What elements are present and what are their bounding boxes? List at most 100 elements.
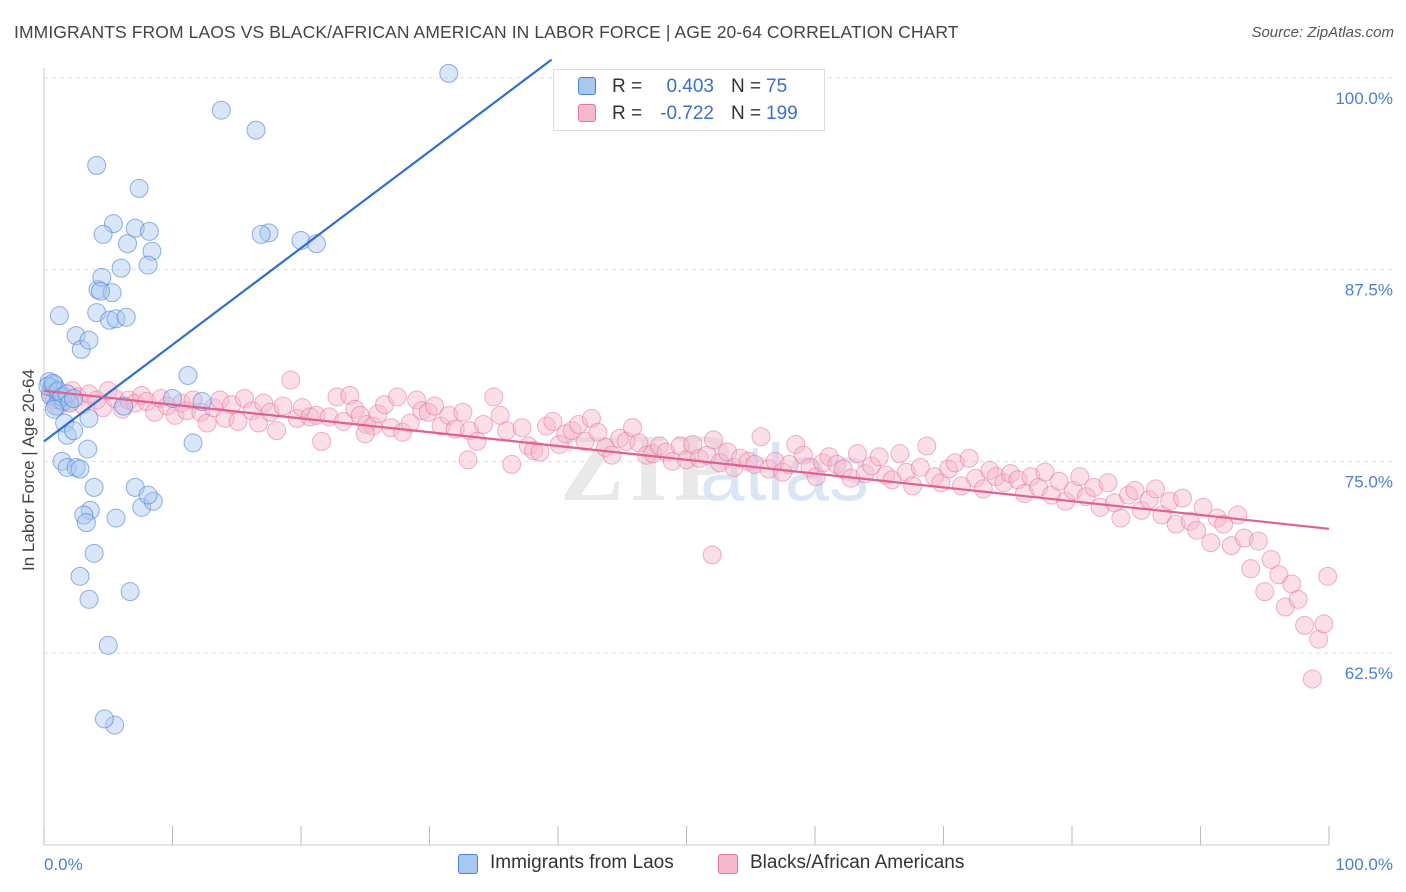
data-point-blacks (1248, 531, 1268, 551)
data-point-blacks (869, 447, 889, 467)
data-point-blacks (234, 388, 254, 408)
data-point-laos (138, 255, 158, 275)
data-point-blacks (1146, 479, 1166, 499)
data-point-laos (87, 155, 107, 175)
data-point-blacks (1318, 566, 1338, 586)
data-point-blacks (1201, 533, 1221, 553)
data-point-laos (183, 433, 203, 453)
data-point-blacks (1314, 614, 1334, 634)
series-blacks-points (40, 370, 1338, 689)
data-point-laos (106, 309, 126, 329)
r-value: 0.403 (666, 76, 714, 97)
data-point-laos (93, 224, 113, 244)
data-point-blacks (779, 454, 799, 474)
data-point-laos (143, 491, 163, 511)
data-point-blacks (387, 387, 407, 407)
data-point-laos (92, 267, 112, 287)
data-point-laos (116, 307, 136, 327)
data-point-laos (44, 375, 64, 395)
laos-swatch-icon (578, 77, 596, 95)
data-point-blacks (1014, 484, 1034, 504)
data-point-blacks (745, 454, 765, 474)
data-point-blacks (724, 457, 744, 477)
data-point-blacks (1166, 514, 1186, 534)
data-point-blacks (1049, 471, 1069, 491)
data-point-blacks (1269, 565, 1289, 585)
data-point-blacks (1000, 464, 1020, 484)
data-point-blacks (1302, 669, 1322, 689)
data-point-blacks (524, 441, 544, 461)
data-point-blacks (569, 415, 589, 435)
trend-lines (43, 58, 1330, 530)
data-point-blacks (1160, 491, 1180, 511)
data-point-blacks (890, 444, 910, 464)
data-point-blacks (281, 370, 301, 390)
x-tick-label: 100.0% (1335, 855, 1393, 874)
data-point-blacks (1180, 511, 1200, 531)
y-tick-labels: 62.5% 75.0% 87.5% 100.0% (1335, 89, 1393, 683)
n-value: 75 (766, 76, 788, 97)
data-point-blacks (1214, 514, 1234, 534)
source-label: Source: ZipAtlas.com (1251, 24, 1394, 41)
data-point-laos (78, 439, 98, 459)
data-point-laos (64, 388, 84, 408)
y-axis-label: In Labor Force | Age 20-64 (19, 369, 38, 571)
data-point-laos (52, 451, 72, 471)
data-point-blacks (1288, 589, 1308, 609)
data-point-blacks (917, 436, 937, 456)
data-point-blacks (222, 395, 242, 415)
data-point-laos (139, 221, 159, 241)
data-point-blacks (300, 407, 320, 427)
data-point-blacks (945, 453, 965, 473)
data-point-blacks (1084, 477, 1104, 497)
data-point-blacks (1261, 549, 1281, 569)
stats-legend: R = 0.403 N = 75 R = -0.722 N = 199 (553, 69, 825, 131)
data-point-blacks (165, 405, 185, 425)
data-point-laos (44, 399, 64, 419)
series-legend: Immigrants from Laos Blacks/African Amer… (0, 852, 1406, 878)
data-point-laos (259, 223, 279, 243)
data-point-blacks (497, 421, 517, 441)
data-point-laos (105, 715, 125, 735)
data-point-blacks (751, 427, 771, 447)
data-point-blacks (602, 445, 622, 465)
data-point-blacks (355, 424, 375, 444)
data-point-blacks (1187, 520, 1207, 540)
data-point-blacks (986, 467, 1006, 487)
data-point-blacks (1255, 582, 1275, 602)
data-point-blacks (703, 430, 723, 450)
data-point-blacks (1111, 508, 1131, 528)
n-label: N = (731, 76, 762, 97)
r-label: R = (612, 76, 643, 97)
data-point-laos (79, 408, 99, 428)
trend-line-laos (43, 58, 553, 443)
r-value: -0.722 (660, 103, 714, 124)
data-point-laos (84, 477, 104, 497)
blacks-swatch-icon (578, 104, 596, 122)
data-point-blacks (994, 473, 1014, 493)
data-point-laos (439, 63, 459, 83)
x-tick-label: 0.0% (44, 855, 83, 874)
data-point-blacks (1295, 615, 1315, 635)
data-point-blacks (973, 479, 993, 499)
data-point-laos (98, 635, 118, 655)
data-point-laos (79, 589, 99, 609)
data-point-laos (138, 485, 158, 505)
y-tick-label: 87.5% (1345, 281, 1393, 300)
data-point-blacks (345, 399, 365, 419)
data-point-blacks (425, 396, 445, 416)
data-point-blacks (267, 421, 287, 441)
data-point-blacks (629, 433, 649, 453)
data-point-blacks (458, 450, 478, 470)
data-point-laos (163, 388, 182, 408)
data-point-blacks (1173, 488, 1193, 508)
data-point-laos (79, 330, 99, 350)
data-point-blacks (473, 415, 493, 435)
data-point-laos (111, 258, 131, 278)
y-tick-label: 75.0% (1345, 472, 1393, 491)
r-label: R = (612, 103, 643, 124)
grid-lines (44, 77, 1392, 654)
trend-line-blacks (43, 389, 1330, 530)
data-point-blacks (512, 418, 532, 438)
data-point-laos (94, 709, 114, 729)
